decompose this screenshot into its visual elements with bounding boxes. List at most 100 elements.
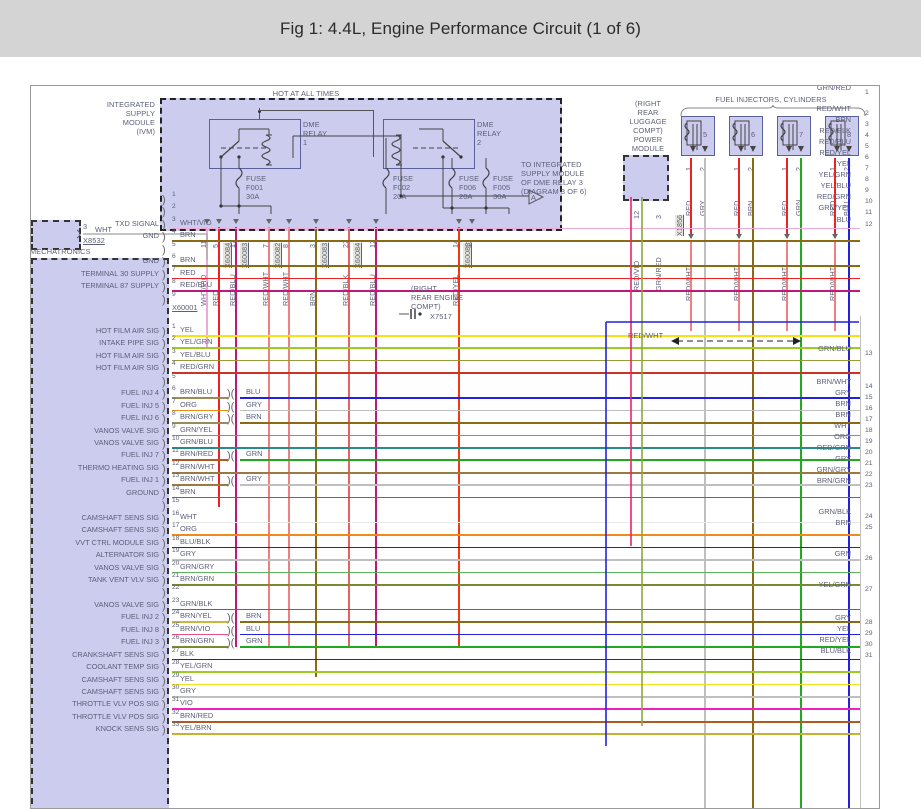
dme-wire (172, 422, 228, 424)
dme-stub-label: BRN (246, 611, 262, 621)
page-scrollbar[interactable] (907, 57, 921, 807)
dme-wire-label: ORG (180, 399, 197, 409)
right-wire-label: GRN (834, 549, 851, 558)
right-pin-number: 17 (865, 416, 873, 423)
dme-pin-number: 3 (172, 215, 176, 223)
dme-pin-bracket: ) (162, 256, 166, 269)
dme-wire (172, 559, 860, 561)
dme-pin-bracket: ) (162, 587, 166, 600)
injector-feed-arrow (736, 234, 742, 239)
dme-wire (172, 290, 860, 292)
right-pin-number: 21 (865, 460, 873, 467)
dme-wire (172, 733, 860, 735)
dme-pin-description: CAMSHAFT SENS SIG (81, 512, 159, 522)
injector-symbol (828, 120, 852, 152)
splice-x7517-id: X7517 (430, 312, 452, 321)
dme-pin-bracket: ) (162, 363, 166, 376)
dme-stub-wire (240, 422, 860, 424)
dme-splice-bracket: )( (227, 624, 235, 637)
dme-wire (172, 359, 860, 362)
dme-pin-number: 20 (172, 559, 180, 567)
dme-pin-description: HOT FILM AIR SIG (95, 363, 159, 373)
fuel-injectors-bracket (680, 105, 866, 117)
dme-wire-label: YEL/GRN (180, 337, 213, 347)
dme-wire (172, 347, 860, 349)
injector-wire (738, 158, 740, 238)
dme-pin-number: 4 (172, 228, 176, 236)
dme-pin-number: 13 (172, 472, 180, 480)
right-wire-label: GRN/GRY (816, 465, 851, 474)
dme-wire (172, 409, 228, 412)
dme-wire (172, 334, 860, 337)
dme-stub-wire (240, 409, 860, 412)
dme-pin-number: 16 (172, 509, 180, 517)
right-pin-number: 20 (865, 449, 873, 456)
right-wire-label: BRN/GRN (816, 476, 851, 485)
dme-pin-number: 24 (172, 609, 180, 617)
dme-wire (172, 646, 228, 648)
dme-pin-description: ALTERNATOR SIG (95, 550, 159, 560)
dme-pin-bracket: ) (162, 243, 166, 256)
dme-pin-number: 12 (172, 459, 180, 467)
ivm-pin-arrow (469, 219, 475, 224)
injector-feed-wire (834, 241, 836, 331)
dme-wire (172, 521, 860, 524)
dme-pin-number: 1 (172, 322, 176, 330)
dme-wire (172, 583, 860, 586)
dme-wire (172, 372, 860, 374)
dme-splice-bracket: )( (227, 450, 235, 463)
dme-pin-bracket: ) (162, 388, 166, 401)
dme-wire-label: GRN/YEL (180, 424, 213, 434)
right-wire-label: YEL/BLU (820, 181, 851, 190)
dme-pin-bracket: ) (162, 194, 166, 206)
right-pin-number: 28 (865, 619, 873, 626)
dme-pin-number: 9 (172, 290, 176, 298)
dme-pin-number: 9 (172, 422, 176, 430)
dme-pin-bracket: ) (162, 293, 166, 306)
right-pin-number: 8 (865, 176, 869, 183)
right-pin-number: 7 (865, 165, 869, 172)
ivm-pin-arrow (216, 219, 222, 224)
dme-wire-label: BRN (180, 486, 196, 496)
dme-pin-description: FUEL INJ 2 (121, 612, 159, 622)
dme-pin-description: COOLANT TEMP SIG (86, 662, 159, 672)
injector-cylinder-number: 5 (703, 130, 708, 139)
dme-pin-description: FUEL INJ 6 (121, 413, 159, 423)
ivm-pin-arrow (286, 219, 292, 224)
ivm-pin-arrow (346, 219, 352, 224)
dme-pin-description: CAMSHAFT SENS SIG (81, 525, 159, 535)
dme-pin-number: 18 (172, 534, 180, 542)
ivm-wire (268, 227, 270, 647)
dme-stub-wire (240, 621, 860, 623)
dme-pin-bracket: ) (162, 599, 166, 612)
dme-wire-label: WHT (180, 511, 197, 521)
dme-pin-bracket: ) (162, 450, 166, 463)
dme-pin-number: 28 (172, 659, 180, 667)
dme-pin-description: VVT CTRL MODULE SIG (75, 537, 159, 547)
ivm-wire (348, 227, 350, 647)
dme-pin-description: VANOS VALVE SIG (94, 425, 159, 435)
injector-feed-arrow (832, 234, 838, 239)
dme-wire-label: BLK (180, 648, 194, 658)
dme-pin-description: VANOS VALVE SIG (94, 599, 159, 609)
right-pin-number: 24 (865, 513, 873, 520)
dme-splice-bracket: )( (227, 388, 235, 401)
dme-pin-description: TXD SIGNAL (115, 218, 159, 228)
right-wire-label: RED/BLK (819, 126, 851, 135)
dme-relay-2-label: DME RELAY 2 (477, 120, 502, 147)
right-wire-label: BLU/BLK (820, 646, 851, 655)
dme-pin-number: 10 (172, 435, 180, 443)
dme-stub-wire (240, 633, 860, 636)
dme-pin-bracket: ) (162, 218, 166, 231)
bus-wires-overlay (605, 197, 859, 746)
dme-pin-description: GROUND (126, 487, 159, 497)
dme-pin-number: 26 (172, 634, 180, 642)
dme-wire-label: VIO (180, 698, 193, 708)
dme-wire (172, 240, 860, 242)
ivm-pin-arrow (204, 219, 210, 224)
dme-wire-label: BRN/RED (180, 449, 214, 459)
dme-stub-label: GRN (246, 636, 263, 646)
ivm-wire (206, 227, 208, 347)
dme-wire (172, 671, 860, 673)
right-wire-label: BRN (835, 115, 851, 124)
